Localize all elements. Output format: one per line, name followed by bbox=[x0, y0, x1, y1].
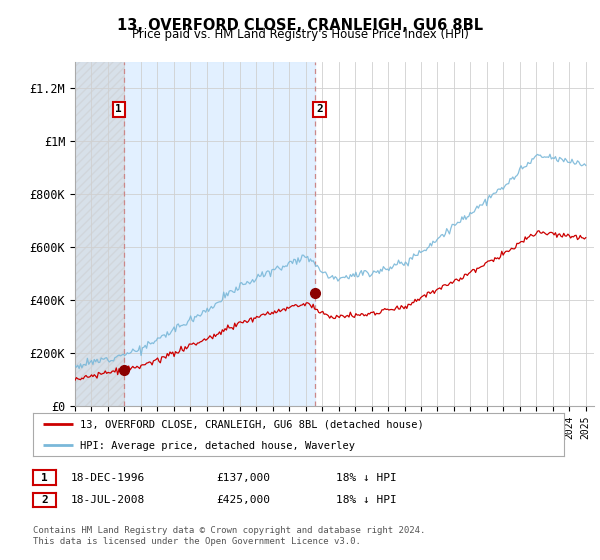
Text: 18% ↓ HPI: 18% ↓ HPI bbox=[336, 495, 397, 505]
Text: Contains HM Land Registry data © Crown copyright and database right 2024.
This d: Contains HM Land Registry data © Crown c… bbox=[33, 526, 425, 546]
Text: 1: 1 bbox=[41, 473, 48, 483]
Text: £425,000: £425,000 bbox=[216, 495, 270, 505]
Text: £137,000: £137,000 bbox=[216, 473, 270, 483]
Text: 13, OVERFORD CLOSE, CRANLEIGH, GU6 8BL: 13, OVERFORD CLOSE, CRANLEIGH, GU6 8BL bbox=[117, 18, 483, 33]
Text: 13, OVERFORD CLOSE, CRANLEIGH, GU6 8BL (detached house): 13, OVERFORD CLOSE, CRANLEIGH, GU6 8BL (… bbox=[80, 420, 424, 430]
Text: 2: 2 bbox=[41, 495, 48, 505]
Text: 18-DEC-1996: 18-DEC-1996 bbox=[71, 473, 145, 483]
Bar bbox=[75, 62, 124, 406]
Text: HPI: Average price, detached house, Waverley: HPI: Average price, detached house, Wave… bbox=[80, 441, 355, 451]
Bar bbox=[75, 62, 314, 406]
Text: 2: 2 bbox=[316, 104, 323, 114]
Text: 18-JUL-2008: 18-JUL-2008 bbox=[71, 495, 145, 505]
Text: 1: 1 bbox=[115, 104, 122, 114]
Text: 18% ↓ HPI: 18% ↓ HPI bbox=[336, 473, 397, 483]
Text: Price paid vs. HM Land Registry's House Price Index (HPI): Price paid vs. HM Land Registry's House … bbox=[131, 28, 469, 41]
